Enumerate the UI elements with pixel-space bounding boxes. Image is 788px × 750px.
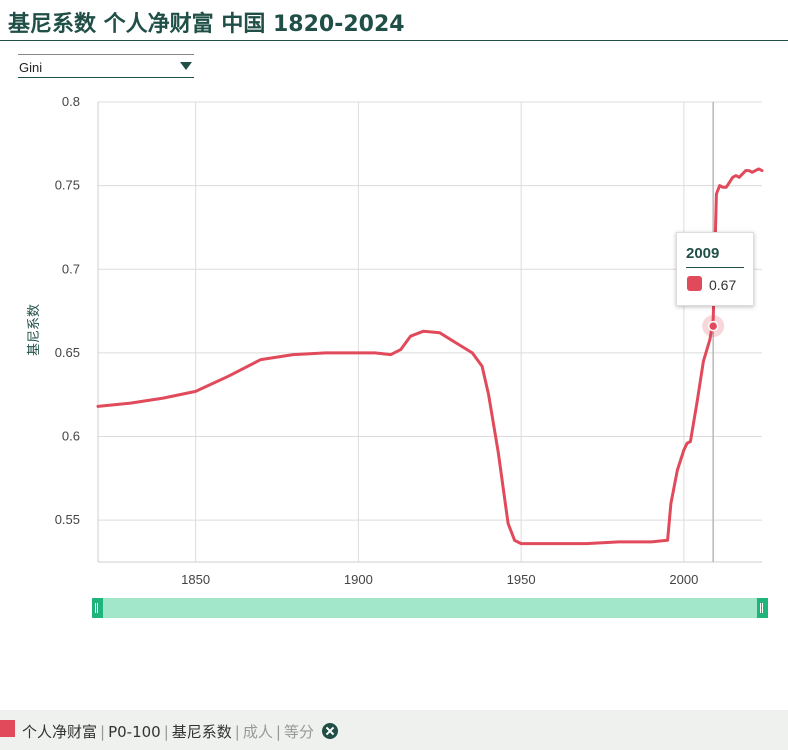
chart-grid [98, 101, 762, 562]
y-tick-label: 0.55 [55, 512, 80, 527]
time-range-slider[interactable] [92, 598, 768, 618]
series-layer[interactable] [96, 167, 764, 546]
tooltip-series-swatch [687, 276, 702, 291]
legend-item-indicator: 基尼系数 [171, 723, 232, 741]
close-icon[interactable] [321, 723, 338, 739]
series-line[interactable] [96, 167, 764, 546]
data-tooltip: 2009 0.67 [676, 232, 754, 306]
legend-item-split: 等分 [283, 723, 314, 741]
y-tick-label: 0.65 [55, 345, 80, 360]
chart-axes [97, 102, 762, 563]
tooltip-year: 2009 [686, 245, 720, 262]
legend-bar: 个人净财富 | P0-100 | 基尼系数 | 成人 | 等分 [0, 710, 788, 750]
legend-label: 个人净财富 | P0-100 | 基尼系数 | 成人 | 等分 [22, 721, 338, 742]
legend-item-population: 成人 [242, 723, 273, 741]
legend-series-swatch [0, 720, 15, 737]
tooltip-divider [686, 267, 744, 268]
x-tick-label: 1850 [181, 572, 210, 587]
y-tick-label: 0.75 [55, 178, 80, 193]
y-tick-label: 0.7 [62, 261, 80, 276]
legend-item-wealth: 个人净财富 [22, 723, 98, 741]
x-tick-label: 2000 [669, 572, 698, 587]
page-title: 基尼系数 个人净财富 中国 1820-2024 [8, 12, 405, 37]
gini-line-chart: 0.55 0.6 0.65 0.7 0.75 0.8 1850 1900 1950 2000 基尼… [27, 94, 764, 587]
legend-item-percentile: P0-100 [108, 723, 161, 741]
highlight-point[interactable] [707, 320, 719, 332]
x-tick-label: 1950 [507, 572, 536, 587]
y-axis-title: 基尼系数 [27, 304, 42, 356]
slider-handle-end[interactable] [757, 598, 768, 618]
indicator-dropdown-value: Gini [19, 60, 43, 75]
chevron-down-icon[interactable] [180, 62, 192, 70]
tick-labels: 0.55 0.6 0.65 0.7 0.75 0.8 1850 1900 1950 2000 [55, 94, 699, 587]
y-tick-label: 0.6 [62, 429, 80, 444]
y-tick-label: 0.8 [62, 94, 80, 109]
x-tick-label: 1900 [344, 572, 373, 587]
slider-handle-start[interactable] [92, 598, 103, 618]
indicator-dropdown[interactable]: Gini [18, 54, 194, 78]
tooltip-value: 0.67 [709, 277, 737, 293]
title-divider [0, 40, 788, 41]
